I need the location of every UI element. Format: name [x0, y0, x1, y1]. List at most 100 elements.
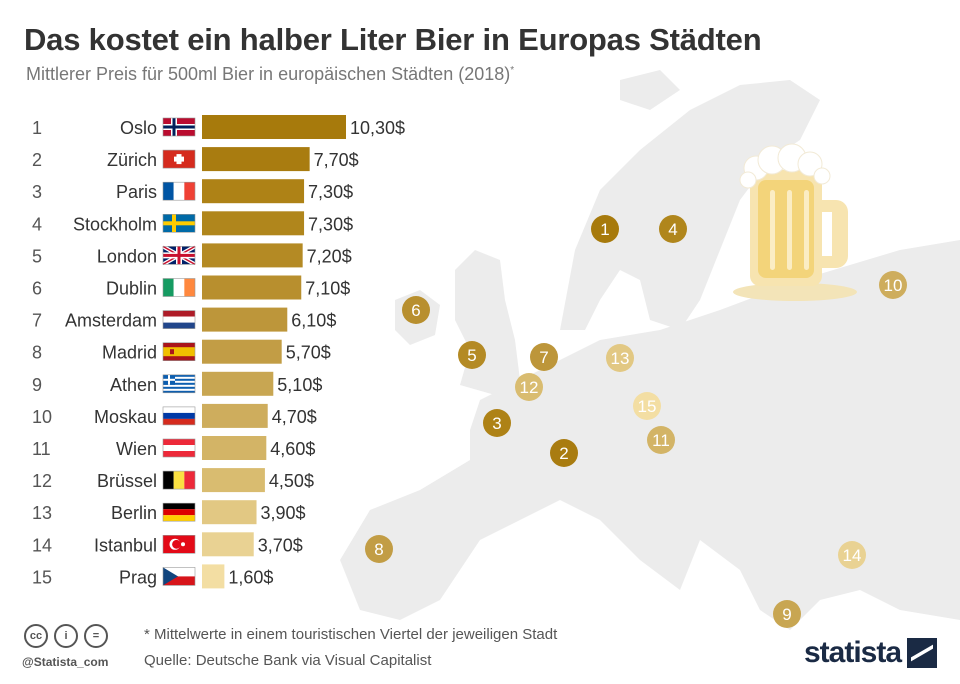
city-label: London — [97, 246, 157, 266]
flag-border — [162, 438, 196, 458]
map-marker[interactable]: 6 — [402, 296, 430, 324]
ireland-flag-icon — [162, 278, 196, 297]
statista-logo[interactable]: statista — [804, 636, 938, 670]
map-marker[interactable]: 7 — [530, 343, 558, 371]
value-label: 4,50$ — [269, 471, 314, 491]
map-marker[interactable]: 10 — [879, 271, 907, 299]
bar[interactable] — [202, 564, 225, 589]
city-label: Stockholm — [73, 214, 157, 234]
bar[interactable] — [202, 243, 303, 268]
map-marker[interactable]: 2 — [550, 439, 578, 467]
map-marker[interactable]: 4 — [659, 215, 687, 243]
page-subtitle: Mittlerer Preis für 500ml Bier in europä… — [26, 64, 514, 85]
bar[interactable] — [202, 211, 305, 236]
value-label: 7,30$ — [308, 214, 353, 234]
rank-label: 10 — [32, 407, 52, 427]
rank-label: 7 — [32, 311, 42, 331]
map-marker[interactable]: 13 — [606, 344, 634, 372]
subtitle-text: Mittlerer Preis für 500ml Bier in europä… — [26, 64, 511, 84]
rank-label: 6 — [32, 279, 42, 299]
map-marker[interactable]: 14 — [838, 541, 866, 569]
map-marker[interactable]: 9 — [773, 600, 801, 628]
map-marker-label: 15 — [638, 397, 657, 416]
iceland-shape — [620, 70, 680, 110]
chart-row: 14 Istanbul 3,70$ — [32, 532, 303, 557]
bar[interactable] — [202, 500, 257, 525]
netherlands-flag-icon — [162, 310, 196, 329]
flag-part — [173, 278, 185, 297]
chart-row: 13 Berlin 3,90$ — [32, 500, 306, 525]
flag-part — [163, 378, 175, 381]
map-marker-label: 1 — [600, 220, 609, 239]
city-label: Athen — [110, 375, 157, 395]
flag-part — [184, 471, 195, 490]
map-marker-circle — [633, 392, 661, 420]
bar[interactable] — [202, 339, 282, 364]
rank-label: 13 — [32, 503, 52, 523]
map-marker[interactable]: 8 — [365, 535, 393, 563]
flag-part — [163, 386, 195, 389]
bar[interactable] — [202, 147, 310, 172]
chart-row: 8 Madrid 5,70$ — [32, 339, 331, 364]
beer-foam — [813, 167, 831, 185]
chart-row: 15 Prag 1,60$ — [32, 564, 273, 589]
flag-border — [162, 534, 196, 554]
no-derivatives-icon[interactable]: = — [84, 624, 108, 648]
map-marker[interactable]: 12 — [515, 373, 543, 401]
chart-row: 7 Amsterdam 6,10$ — [32, 307, 336, 332]
switzerland-flag-icon — [162, 149, 196, 169]
map-marker[interactable]: 5 — [458, 341, 486, 369]
statista-handle[interactable]: @Statista_com — [22, 655, 109, 669]
value-label: 4,70$ — [272, 407, 317, 427]
map-marker-label: 14 — [843, 546, 862, 565]
city-label: Moskau — [94, 407, 157, 427]
flag-part — [163, 406, 195, 413]
city-label: Istanbul — [94, 535, 157, 555]
statista-logo-icon — [907, 638, 938, 668]
value-label: 3,70$ — [258, 535, 303, 555]
chart-row: 11 Wien 4,60$ — [32, 436, 315, 460]
city-label: Amsterdam — [65, 311, 157, 331]
cc-license-icon[interactable]: cc — [24, 624, 48, 648]
flag-part — [163, 515, 195, 522]
flag-part — [163, 384, 195, 387]
flag-part — [163, 376, 195, 379]
bar[interactable] — [202, 179, 305, 204]
norway-flag-icon — [162, 117, 196, 137]
bar[interactable] — [202, 532, 254, 557]
flag-part — [163, 278, 174, 297]
bar[interactable] — [202, 468, 265, 493]
flag-part — [170, 349, 174, 355]
bar[interactable] — [202, 307, 288, 332]
map-marker-circle — [483, 409, 511, 437]
bar[interactable] — [202, 115, 346, 139]
spain-flag-icon — [162, 342, 196, 362]
map-marker[interactable]: 15 — [633, 392, 661, 420]
rank-label: 4 — [32, 214, 42, 234]
statista-logo-text: statista — [804, 636, 902, 669]
map-marker[interactable]: 1 — [591, 215, 619, 243]
map-marker-circle — [458, 341, 486, 369]
chart-row: 4 Stockholm 7,30$ — [32, 211, 353, 236]
flag-part — [163, 439, 195, 445]
flag-part — [173, 471, 185, 490]
map-marker[interactable]: 11 — [647, 426, 675, 454]
value-label: 10,30$ — [350, 118, 405, 138]
beer-mug-icon — [733, 143, 857, 301]
chart-row: 3 Paris 7,30$ — [32, 179, 353, 204]
chart-row: 10 Moskau 4,70$ — [32, 403, 317, 428]
attribution-icon[interactable]: i — [54, 624, 78, 648]
flag-part — [163, 451, 195, 457]
bar[interactable] — [202, 371, 274, 396]
map-marker[interactable]: 3 — [483, 409, 511, 437]
flag-border — [162, 374, 196, 394]
uk-flag-icon — [162, 244, 196, 267]
flag-part — [172, 539, 181, 549]
map-marker-circle — [515, 373, 543, 401]
bar[interactable] — [202, 403, 268, 428]
bar[interactable] — [202, 275, 302, 300]
bar[interactable] — [202, 436, 267, 460]
city-label: Berlin — [111, 503, 157, 523]
flag-part — [163, 567, 195, 577]
flag-border — [162, 310, 196, 329]
